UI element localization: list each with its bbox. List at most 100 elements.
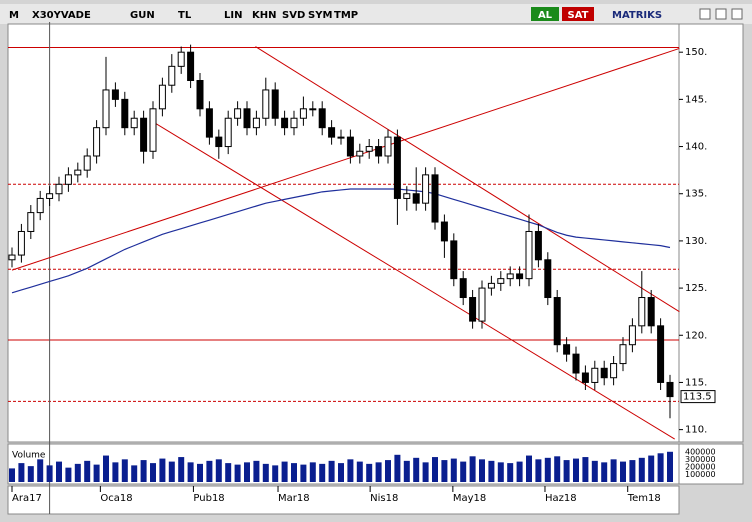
candle-body xyxy=(553,297,561,346)
candle-body xyxy=(140,117,148,152)
candle-body xyxy=(187,51,195,82)
volume-bar xyxy=(168,461,175,482)
candle-body xyxy=(393,136,401,199)
toolbar-button[interactable]: TL xyxy=(178,10,192,21)
volume-bar xyxy=(535,459,542,482)
volume-bar xyxy=(300,464,307,482)
candle-body xyxy=(83,155,91,171)
y-tick-label: 135. xyxy=(685,189,707,200)
volume-bar xyxy=(56,461,62,482)
volume-tick-label: 100000 xyxy=(685,470,716,479)
y-tick-label: 140. xyxy=(685,142,707,153)
y-tick-label: 130. xyxy=(685,236,707,247)
volume-bar xyxy=(27,466,34,482)
volume-bar xyxy=(375,462,382,482)
volume-bar xyxy=(469,456,476,482)
candle-body xyxy=(318,108,326,129)
volume-label: Volume xyxy=(12,451,46,461)
volume-bar xyxy=(197,463,203,482)
volume-bar xyxy=(37,459,44,482)
candle-body xyxy=(534,230,542,261)
candle-body xyxy=(506,273,514,280)
moving-average xyxy=(11,188,671,294)
volume-bar xyxy=(319,463,326,482)
candle-body xyxy=(619,344,627,365)
candle-body xyxy=(149,108,157,152)
candle-body xyxy=(666,381,674,398)
candle-body xyxy=(130,117,138,129)
volume-bar xyxy=(356,461,363,482)
maximize[interactable] xyxy=(715,8,727,20)
volume-bar xyxy=(150,463,156,482)
candle-body xyxy=(55,183,63,195)
candle-body xyxy=(487,282,495,289)
candle-body xyxy=(17,230,25,256)
close[interactable] xyxy=(731,8,743,20)
trendline xyxy=(149,119,675,440)
candle-body xyxy=(168,65,176,86)
volume-bar xyxy=(46,465,53,482)
candle-body xyxy=(581,372,589,383)
volume-tick-label: 400000 xyxy=(685,447,716,456)
volume-bar xyxy=(121,459,128,482)
volume-bar xyxy=(291,463,297,482)
candle-body xyxy=(516,273,524,280)
candle-body xyxy=(309,108,317,111)
candle-body xyxy=(8,254,16,261)
volume-bar xyxy=(432,457,438,482)
candle-body xyxy=(224,117,232,148)
volume-bar xyxy=(9,468,15,482)
y-tick-label: 145. xyxy=(685,94,707,105)
buy-button[interactable] xyxy=(531,7,559,21)
toolbar-button[interactable]: SVD xyxy=(282,10,305,21)
candle-body xyxy=(74,169,82,176)
candle-body xyxy=(600,367,608,379)
candle-body xyxy=(544,259,552,299)
candle-body xyxy=(281,117,289,129)
minimize[interactable] xyxy=(699,8,711,20)
volume-bar xyxy=(460,461,467,482)
candle-body xyxy=(638,297,646,327)
volume-bar xyxy=(638,457,645,482)
volume-bar xyxy=(338,463,344,482)
x-tick-label: Haz18 xyxy=(545,493,577,504)
candle-body xyxy=(46,193,54,199)
toolbar-button[interactable]: TMP xyxy=(334,10,358,21)
volume-bar xyxy=(206,460,213,482)
volume-bar xyxy=(591,460,598,482)
candle-body xyxy=(497,278,505,284)
volume-bar xyxy=(610,459,617,482)
candle-body xyxy=(478,287,486,322)
volume-bar xyxy=(601,462,608,482)
candle-body xyxy=(328,127,336,138)
candle-body xyxy=(215,136,223,148)
volume-bar xyxy=(648,455,655,482)
volume-bar xyxy=(253,460,260,482)
candle-body xyxy=(572,353,580,374)
toolbar-button[interactable]: GUN xyxy=(130,10,155,21)
plot-area xyxy=(7,23,680,443)
x-tick-label: Nis18 xyxy=(370,493,398,504)
symbol[interactable]: X30YVADE xyxy=(32,10,91,21)
candle-body xyxy=(647,297,655,327)
toolbar-button[interactable]: SYM xyxy=(308,10,332,21)
x-tick-label: May18 xyxy=(453,493,486,504)
candle-body xyxy=(271,89,279,119)
y-tick-label: 125. xyxy=(685,283,707,294)
buy-label[interactable]: AL xyxy=(538,10,553,21)
candle-body xyxy=(121,98,129,129)
menu-button[interactable]: M xyxy=(9,10,19,21)
candle-body xyxy=(375,146,383,157)
volume-bar xyxy=(488,460,495,482)
candle-body xyxy=(102,89,110,129)
toolbar-button[interactable]: LIN xyxy=(224,10,242,21)
candle-body xyxy=(290,117,298,129)
volume-bar xyxy=(450,458,457,482)
toolbar-button[interactable]: KHN xyxy=(252,10,277,21)
volume-bar xyxy=(309,462,316,482)
volume-bar xyxy=(187,462,194,482)
sell-label[interactable]: SAT xyxy=(568,10,589,21)
sell-button[interactable] xyxy=(562,7,594,21)
x-tick-label: Ara17 xyxy=(12,493,42,504)
volume-bar xyxy=(244,462,250,482)
